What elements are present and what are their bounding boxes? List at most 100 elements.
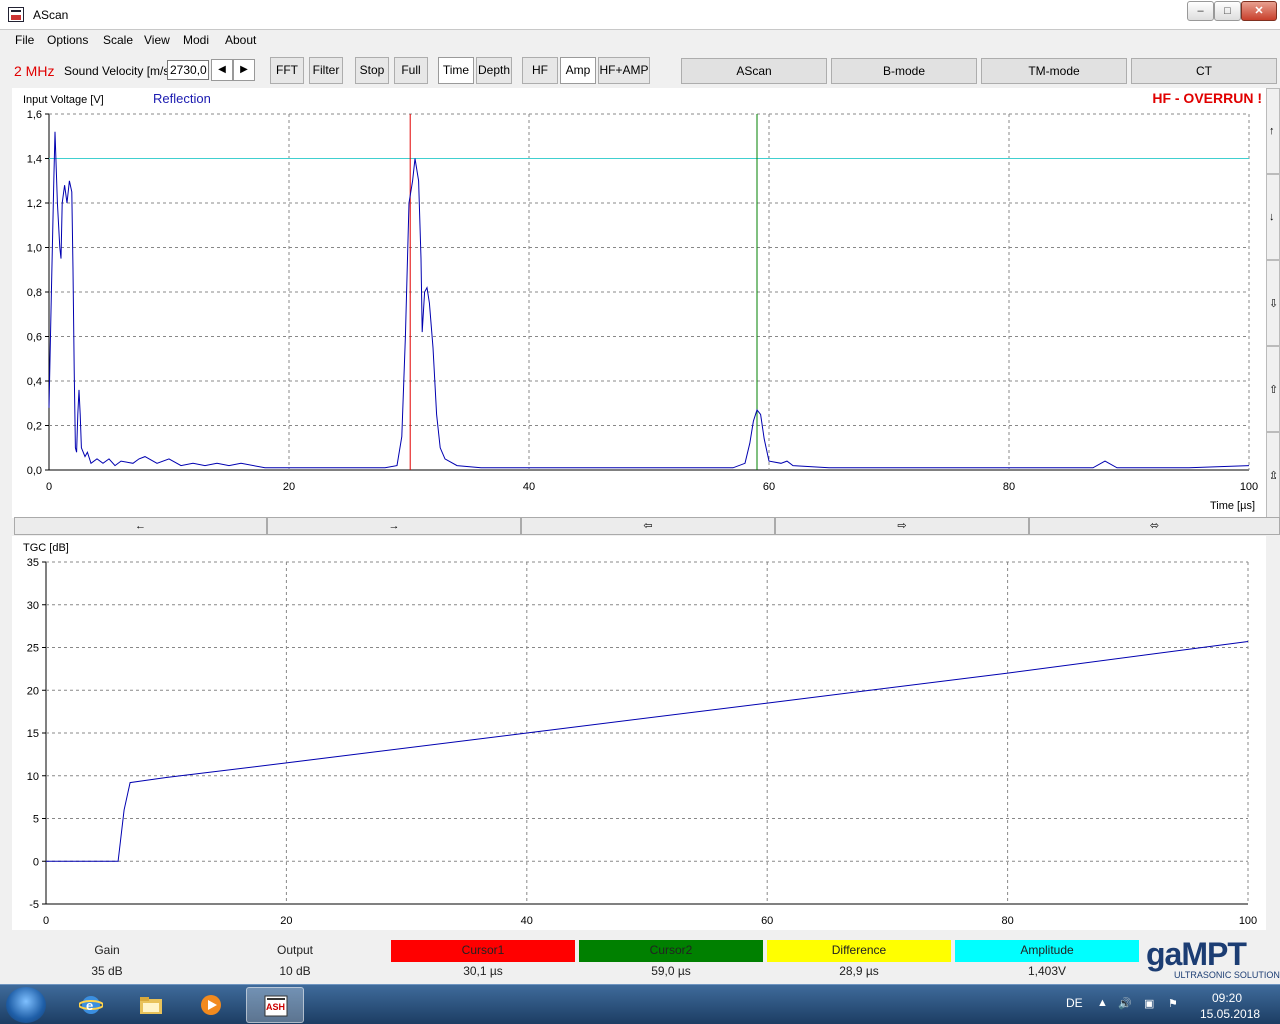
taskbar-media-player[interactable] bbox=[182, 987, 240, 1023]
y-tick-label: 1,0 bbox=[27, 243, 42, 255]
full-button[interactable]: Full bbox=[394, 57, 428, 84]
ascan-legend: Reflection bbox=[153, 91, 211, 106]
frequency-label: 2 MHz bbox=[14, 63, 55, 79]
nav-shift-left-button[interactable]: ⇦ bbox=[521, 517, 775, 535]
sound-velocity-label: Sound Velocity [m/s] bbox=[64, 64, 173, 78]
shift-up-button[interactable]: ⇧ bbox=[1266, 346, 1280, 432]
outline-arrow-up-icon: ⇧ bbox=[1269, 384, 1279, 396]
velocity-decrease-button[interactable]: ◀ bbox=[211, 59, 233, 81]
ascan-chart[interactable]: 0 20 40 60 80 100 0,0 0,2 0,4 0,6 0,8 1,0 1,2 1,4 1,6 … bbox=[12, 88, 1266, 518]
y-tick-label: 25 bbox=[27, 643, 39, 655]
nav-right-button[interactable]: → bbox=[267, 517, 521, 535]
y-tick-label: 35 bbox=[27, 557, 39, 569]
cursor2-value: 59,0 µs bbox=[651, 964, 691, 978]
folder-icon bbox=[140, 997, 162, 1014]
logo-main-text: gaMPT bbox=[1146, 936, 1247, 972]
windows-start-icon[interactable] bbox=[6, 987, 46, 1023]
y-tick-label: 15 bbox=[27, 728, 39, 740]
mode-tmmode-button[interactable]: TM-mode bbox=[981, 58, 1127, 84]
x-tick-label: 100 bbox=[1240, 481, 1258, 493]
sound-velocity-input[interactable]: 2730,0 bbox=[167, 60, 209, 80]
amplitude-label: Amplitude bbox=[955, 940, 1139, 962]
y-tick-label: 0,0 bbox=[27, 465, 42, 477]
y-tick-label: 0 bbox=[33, 856, 39, 868]
tgc-grid bbox=[42, 561, 1249, 905]
cursor2-label: Cursor2 bbox=[579, 940, 763, 962]
gampt-logo: gaMPT ULTRASONIC SOLUTIONS bbox=[1146, 936, 1280, 982]
taskbar-ie[interactable]: e bbox=[62, 987, 120, 1023]
network-icon[interactable]: ▣ bbox=[1144, 998, 1155, 1010]
menu-view[interactable]: View bbox=[144, 33, 170, 47]
nav-left-button[interactable]: ← bbox=[14, 517, 267, 535]
language-indicator[interactable]: DE bbox=[1066, 996, 1083, 1010]
velocity-increase-button[interactable]: ▶ bbox=[233, 59, 255, 81]
volume-icon[interactable]: 🔊 bbox=[1118, 998, 1132, 1010]
nav-shift-right-button[interactable]: ⇨ bbox=[775, 517, 1029, 535]
menu-bar: File Options Scale View Modi About bbox=[0, 30, 1280, 50]
mode-bmode-button[interactable]: B-mode bbox=[831, 58, 977, 84]
y-tick-label: 0,2 bbox=[27, 421, 42, 433]
navigation-bar: ← → ⇦ ⇨ ⬄ bbox=[14, 517, 1280, 535]
x-tick-label: 0 bbox=[43, 915, 49, 927]
depth-button[interactable]: Depth bbox=[476, 57, 512, 84]
tgc-ticks: 0 20 40 60 80 100 -5 0 5 10 15 20 25 30 35 bbox=[27, 557, 1257, 927]
gain-label: Gain bbox=[94, 943, 120, 957]
hf-button[interactable]: HF bbox=[522, 57, 558, 84]
close-button[interactable]: ✕ bbox=[1241, 1, 1277, 21]
side-scale-panel: ↑ ↓ ⇩ ⇧ ⇫ bbox=[1266, 88, 1280, 518]
x-tick-label: 60 bbox=[763, 481, 775, 493]
gain-value: 35 dB bbox=[91, 964, 123, 978]
menu-about[interactable]: About bbox=[225, 33, 257, 47]
menu-options[interactable]: Options bbox=[47, 33, 89, 47]
mode-ascan-button[interactable]: AScan bbox=[681, 58, 827, 84]
ascan-series-line bbox=[48, 131, 1250, 469]
hf-amp-button[interactable]: HF+AMP bbox=[598, 57, 650, 84]
difference-value: 28,9 µs bbox=[839, 964, 879, 978]
filter-button[interactable]: Filter bbox=[309, 57, 343, 84]
clock-date[interactable]: 15.05.2018 bbox=[1200, 1007, 1261, 1021]
reset-scale-button[interactable]: ⇫ bbox=[1266, 432, 1280, 518]
ascan-ticks: 0 20 40 60 80 100 0,0 0,2 0,4 0,6 0,8 1,0 1,2 1,4 1,6 bbox=[27, 109, 1258, 493]
arrow-up-icon: ↑ bbox=[1269, 125, 1275, 137]
taskbar-ascan-app[interactable]: ASH bbox=[246, 987, 304, 1023]
tgc-chart-svg: 0 20 40 60 80 100 -5 0 5 10 15 20 25 30 35 TGC [dB] bbox=[23, 542, 1257, 927]
menu-modi[interactable]: Modi bbox=[183, 33, 210, 47]
x-tick-label: 0 bbox=[46, 481, 52, 493]
scale-up-button[interactable]: ↑ bbox=[1266, 88, 1280, 174]
time-button[interactable]: Time bbox=[438, 57, 474, 84]
x-tick-label: 40 bbox=[521, 915, 533, 927]
nav-expand-button[interactable]: ⬄ bbox=[1029, 517, 1280, 535]
y-tick-label: 20 bbox=[27, 685, 39, 697]
ascan-y-axis-label: Input Voltage [V] bbox=[23, 94, 104, 106]
tgc-chart[interactable]: 0 20 40 60 80 100 -5 0 5 10 15 20 25 30 35 TGC [dB] bbox=[12, 536, 1266, 930]
y-tick-label: 1,4 bbox=[27, 154, 42, 166]
y-tick-label: 10 bbox=[27, 771, 39, 783]
ascan-app-label: ASH bbox=[266, 1002, 286, 1012]
title-bar: AScan – □ ✕ bbox=[0, 0, 1280, 30]
mode-ct-button[interactable]: CT bbox=[1131, 58, 1277, 84]
minimize-button[interactable]: – bbox=[1187, 1, 1214, 21]
x-tick-label: 80 bbox=[1001, 915, 1013, 927]
maximize-button[interactable]: □ bbox=[1214, 1, 1241, 21]
amp-button[interactable]: Amp bbox=[560, 57, 596, 84]
window-title: AScan bbox=[33, 8, 69, 22]
action-center-icon[interactable]: ⚑ bbox=[1168, 998, 1178, 1010]
menu-file[interactable]: File bbox=[15, 33, 35, 47]
x-tick-label: 40 bbox=[523, 481, 535, 493]
scale-down-button[interactable]: ↓ bbox=[1266, 174, 1280, 260]
svg-text:e: e bbox=[86, 998, 93, 1013]
stop-button[interactable]: Stop bbox=[355, 57, 389, 84]
y-tick-label: 30 bbox=[27, 600, 39, 612]
y-tick-label: 0,4 bbox=[27, 376, 42, 388]
shift-down-button[interactable]: ⇩ bbox=[1266, 260, 1280, 346]
fft-button[interactable]: FFT bbox=[270, 57, 304, 84]
ascan-app-icon bbox=[264, 995, 288, 1017]
y-tick-label: 1,2 bbox=[27, 198, 42, 210]
cursor1-value: 30,1 µs bbox=[463, 964, 503, 978]
clock-time[interactable]: 09:20 bbox=[1212, 991, 1243, 1005]
tray-expand-icon[interactable]: ▲ bbox=[1097, 997, 1108, 1009]
toolbar: 2 MHz Sound Velocity [m/s] 2730,0 ◀ ▶ FF… bbox=[0, 50, 1280, 88]
taskbar-explorer[interactable] bbox=[122, 987, 180, 1023]
difference-label: Difference bbox=[767, 940, 951, 962]
menu-scale[interactable]: Scale bbox=[103, 33, 134, 47]
